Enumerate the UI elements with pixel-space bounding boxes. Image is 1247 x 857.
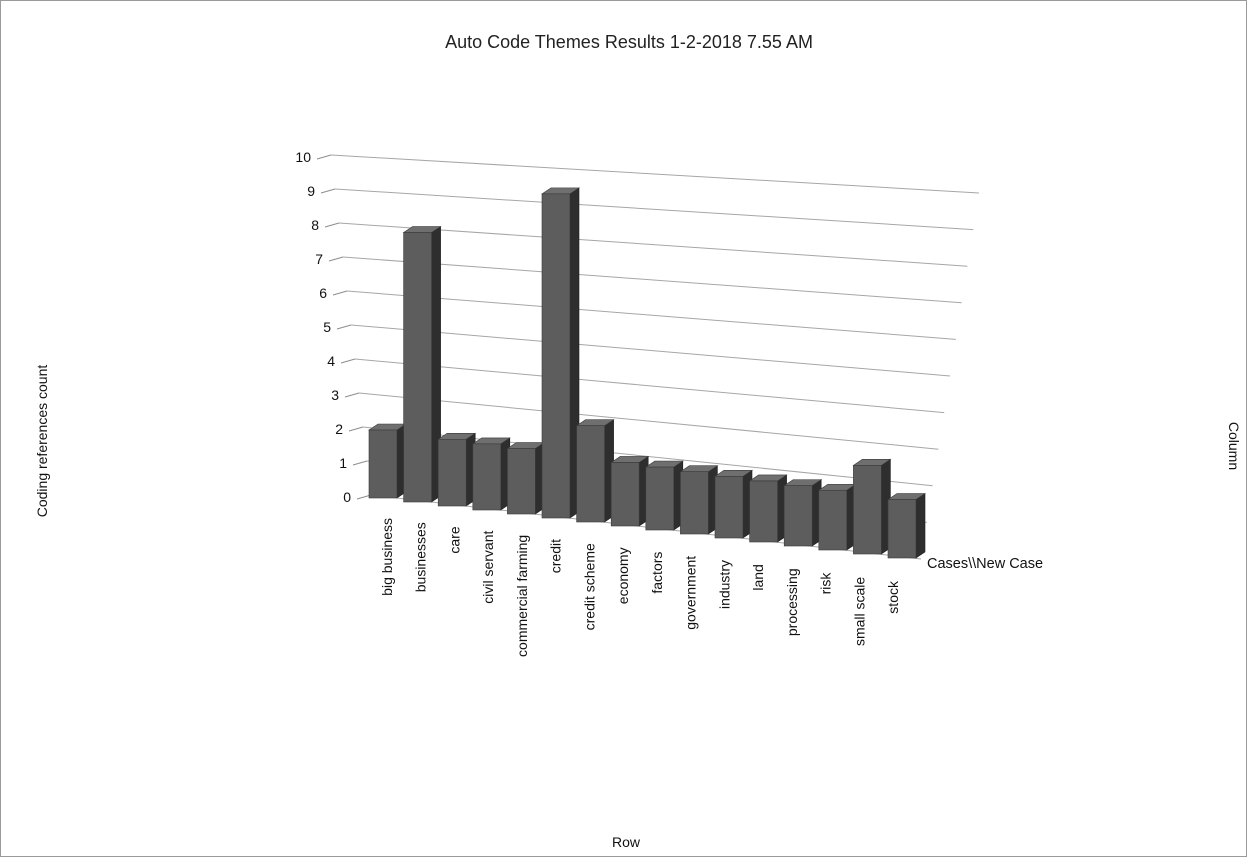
tick-mark-2 <box>348 426 364 432</box>
gridline-5 <box>350 324 951 377</box>
y-tick-label: 3 <box>331 387 339 403</box>
tick-mark-0 <box>356 494 372 500</box>
gridline-4 <box>354 358 945 414</box>
bar-stock <box>887 492 926 559</box>
tick-mark-7 <box>328 256 344 262</box>
y-tick-label: 9 <box>307 183 315 199</box>
bar-front <box>541 193 571 519</box>
bar-factors <box>644 460 684 531</box>
x-category-label: processing <box>784 568 800 636</box>
bar-credit-scheme <box>575 419 615 523</box>
bar-front <box>818 489 848 551</box>
series-label: Cases\\New Case <box>927 556 1043 572</box>
x-category-label: risk <box>818 572 834 595</box>
bar-businesses <box>402 225 442 503</box>
bar-big-business <box>368 423 407 499</box>
chart-title: Auto Code Themes Results 1-2-2018 7.55 A… <box>445 32 813 52</box>
x-category-label: land <box>750 564 766 590</box>
x-category-label: government <box>683 556 699 630</box>
bar-processing <box>783 479 823 547</box>
bar-front <box>645 466 675 531</box>
gridline-8 <box>338 222 968 267</box>
bar-front <box>368 429 398 499</box>
bar-front <box>887 499 917 559</box>
y-tick-label: 4 <box>327 353 335 369</box>
x-category-label: commercial farming <box>514 535 530 657</box>
y-tick-label: 8 <box>311 217 319 233</box>
x-category-label: businesses <box>413 522 429 592</box>
bar-front <box>507 448 536 515</box>
bar-industry <box>714 469 753 539</box>
bar-economy <box>610 455 650 527</box>
bar-front <box>749 480 778 543</box>
x-category-label: stock <box>885 580 901 614</box>
bar-credit <box>541 187 580 519</box>
gridline-3 <box>358 392 939 450</box>
bar-commercial-farming <box>506 441 546 515</box>
bar-small-scale <box>852 458 892 555</box>
bar-side <box>915 492 926 559</box>
tick-mark-9 <box>320 188 336 194</box>
bar-land <box>748 474 788 543</box>
x-category-label: credit <box>548 539 564 573</box>
y-axis-ticks: 0 1 2 3 4 5 6 7 8 9 10 <box>295 149 372 505</box>
gridline-7 <box>342 256 962 304</box>
gridline-10 <box>330 154 980 194</box>
x-axis-category-labels: big business businesses care civil servant c… <box>379 518 901 657</box>
bar-front <box>714 476 744 539</box>
x-category-label: industry <box>716 560 732 609</box>
y-axis-title: Coding references count <box>34 365 50 518</box>
tick-mark-10 <box>316 154 332 160</box>
bar-front <box>680 471 709 535</box>
tick-mark-4 <box>340 358 356 364</box>
tick-mark-3 <box>344 392 360 398</box>
x-category-label: credit scheme <box>581 543 597 630</box>
x-category-label: economy <box>615 547 631 604</box>
x-category-label: small scale <box>851 577 867 646</box>
y-tick-label: 5 <box>323 319 331 335</box>
y-tick-label: 1 <box>339 455 347 471</box>
bar-front <box>783 485 813 547</box>
bar-front <box>576 425 605 523</box>
gridline-9 <box>334 188 974 231</box>
bar-civil-servant <box>471 437 511 511</box>
x-axis-title: Row <box>612 834 641 850</box>
bar-front <box>853 465 882 555</box>
y-tick-label: 7 <box>315 251 323 267</box>
bar-front <box>437 438 467 507</box>
bar-front <box>472 443 502 511</box>
x-category-label: civil servant <box>480 530 496 603</box>
bar-front <box>610 462 640 527</box>
bars <box>368 187 926 559</box>
z-axis-title: Column <box>1226 422 1242 470</box>
bar-government <box>679 465 719 535</box>
bar-front <box>403 232 432 503</box>
tick-mark-6 <box>332 290 348 296</box>
bar-risk <box>817 483 857 551</box>
y-tick-label: 0 <box>343 489 351 505</box>
y-tick-label: 10 <box>295 149 311 165</box>
x-category-label: care <box>446 526 462 553</box>
gridline-6 <box>346 290 956 340</box>
tick-mark-1 <box>352 460 368 466</box>
x-category-label: big business <box>379 518 395 596</box>
tick-mark-5 <box>336 324 352 330</box>
y-tick-label: 6 <box>319 285 327 301</box>
tick-mark-8 <box>324 222 340 228</box>
bar-care <box>437 432 477 507</box>
x-category-label: factors <box>649 552 665 594</box>
y-tick-label: 2 <box>335 421 343 437</box>
